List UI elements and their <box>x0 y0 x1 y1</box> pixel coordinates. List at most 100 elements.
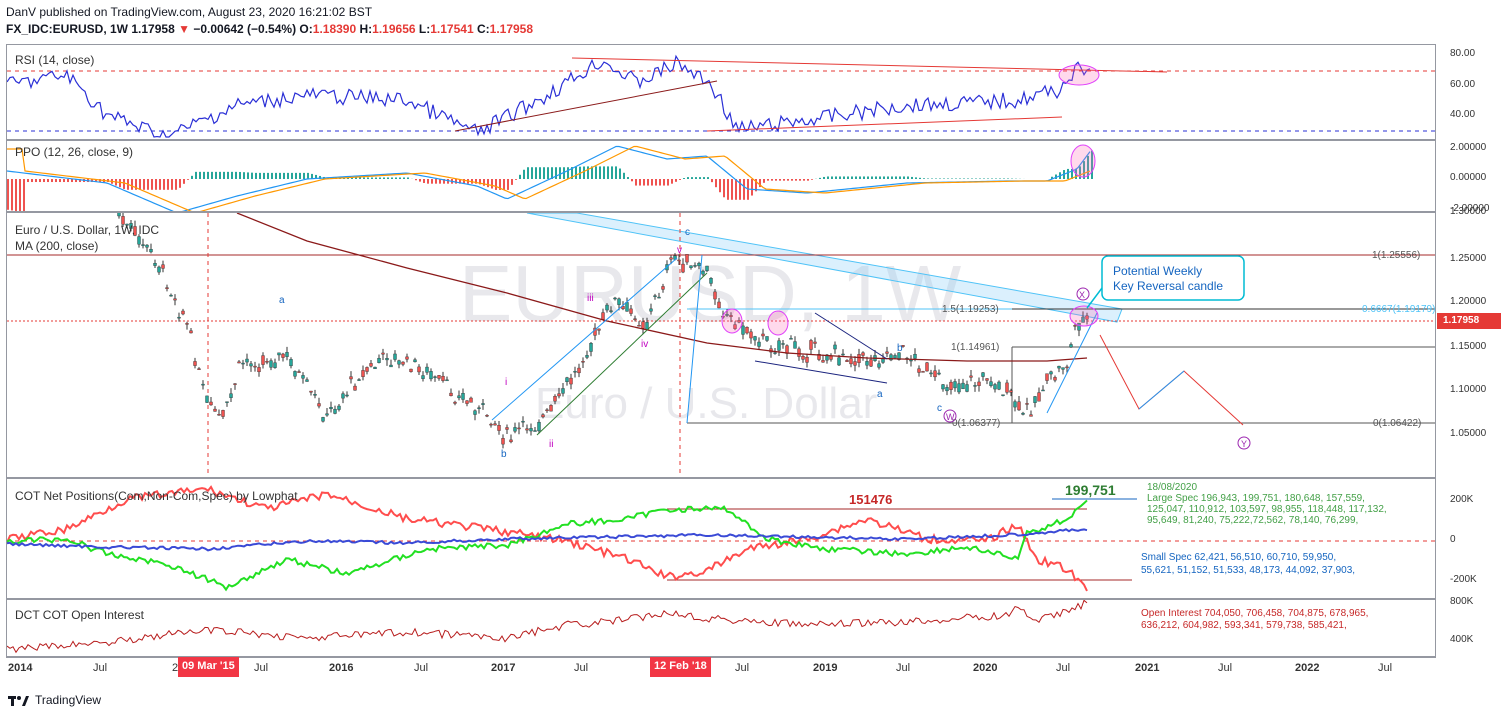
candle-body <box>585 355 589 358</box>
ppo-bar <box>911 176 913 179</box>
candle-body <box>429 371 433 380</box>
ppo-bar <box>195 171 197 179</box>
candle-body <box>241 362 245 365</box>
candle-body <box>949 381 953 390</box>
candle-body <box>761 333 765 337</box>
candle-body <box>477 407 481 409</box>
ppo-bar <box>375 177 377 179</box>
candle-body <box>465 400 469 404</box>
price-pane[interactable]: Euro / U.S. Dollar, 1W, IDC MA (200, clo… <box>6 212 1436 478</box>
ppo-bar <box>867 176 869 179</box>
cot-pane[interactable]: COT Net Positions(Com,Non-Com,Spec) by L… <box>6 478 1436 599</box>
ppo-bar <box>655 179 657 186</box>
ppo-bar <box>855 176 857 179</box>
svg-text:iv: iv <box>641 339 648 350</box>
ppo-bar <box>67 179 69 183</box>
candle-body <box>553 396 557 402</box>
ppo-bar <box>843 176 845 179</box>
ppo-bar <box>907 176 909 179</box>
ppo-bar <box>935 178 937 179</box>
candle-body <box>317 403 321 407</box>
ppo-bar <box>927 178 929 179</box>
candle-body <box>433 376 437 378</box>
ppo-bar <box>407 177 409 179</box>
candle-body <box>817 354 821 360</box>
oi-pane[interactable]: DCT COT Open Interest Open Interest 704,… <box>6 599 1436 657</box>
candle-body <box>725 314 729 316</box>
candle-body <box>121 216 125 225</box>
candle-body <box>461 393 465 400</box>
ppo-bar <box>51 179 53 183</box>
projection-red <box>1099 334 1244 426</box>
callout-text-1: Potential Weekly <box>1113 264 1202 278</box>
candle-body <box>669 257 673 260</box>
candle-body <box>485 415 489 417</box>
ppo-bar <box>891 176 893 179</box>
x-tick: Jul <box>1056 662 1071 674</box>
ppo-bar <box>791 179 793 181</box>
candle-body <box>857 354 861 363</box>
svg-text:W: W <box>946 412 955 422</box>
ppo-bar <box>1087 155 1089 179</box>
ppo-bar <box>299 172 301 179</box>
price-tick: 1.20000 <box>1450 296 1487 307</box>
candle-body <box>945 387 949 392</box>
ppo-bar <box>683 178 685 179</box>
ppo-bar <box>687 177 689 179</box>
ppo-bar <box>315 174 317 179</box>
ppo-bar <box>447 179 449 184</box>
x-tick: Jul <box>93 662 108 674</box>
rsi-pane[interactable]: RSI (14, close) <box>6 44 1436 140</box>
ppo-bar <box>291 172 293 179</box>
ppo-bar <box>251 172 253 179</box>
ppo-bar <box>555 167 557 179</box>
candle-body <box>1085 315 1089 320</box>
candle-body <box>577 367 581 374</box>
ppo-bar <box>963 178 965 179</box>
candle-body <box>661 286 665 290</box>
ppo-bar <box>735 179 737 200</box>
oi-chart: Open Interest 704,050, 706,458, 704,875,… <box>7 600 1368 654</box>
candle-body <box>845 360 849 362</box>
ppo-bar <box>663 179 665 186</box>
svg-text:i: i <box>505 377 507 388</box>
ppo-bar <box>551 167 553 179</box>
fib-0-label: 0(1.06422) <box>1373 418 1421 429</box>
x-tick: Jul <box>896 662 911 674</box>
svg-text:b: b <box>897 343 903 354</box>
ppo-bar <box>695 177 697 179</box>
ppo-bar <box>955 178 957 179</box>
ppo-bar <box>231 171 233 179</box>
candle-body <box>917 368 921 373</box>
candle-body <box>169 294 173 297</box>
x-tick: 2022 <box>1295 662 1320 674</box>
ppo-bar <box>95 179 97 183</box>
candle-body <box>481 403 485 405</box>
candle-body <box>1037 392 1041 402</box>
candle-body <box>993 384 997 390</box>
ppo-bar <box>879 176 881 179</box>
ppo-bar <box>1051 176 1053 179</box>
cot-date: 18/08/2020 <box>1147 482 1197 493</box>
ppo-bar <box>7 179 9 210</box>
candle-body <box>533 430 537 432</box>
candle-body <box>729 315 733 317</box>
candle-body <box>301 375 305 379</box>
candle-body <box>1029 414 1033 417</box>
candle-body <box>205 395 209 403</box>
ppo-bar <box>391 177 393 179</box>
candle-body <box>441 375 445 381</box>
ppo-bar <box>311 173 313 179</box>
ppo-pane[interactable]: PPO (12, 26, close, 9) <box>6 140 1436 212</box>
candle-body <box>213 408 217 412</box>
candle-body <box>521 420 525 423</box>
candle-body <box>601 312 605 320</box>
candle-body <box>1073 325 1077 327</box>
tradingview-logo[interactable]: TradingView <box>8 693 101 707</box>
candle-body <box>641 321 645 329</box>
oi-text-line1: Open Interest 704,050, 706,458, 704,875,… <box>1141 608 1368 619</box>
ppo-bar <box>15 179 17 211</box>
candle-body <box>909 359 913 362</box>
ppo-bar <box>639 179 641 186</box>
fib-06377-label: 0(1.06377) <box>952 418 1000 429</box>
